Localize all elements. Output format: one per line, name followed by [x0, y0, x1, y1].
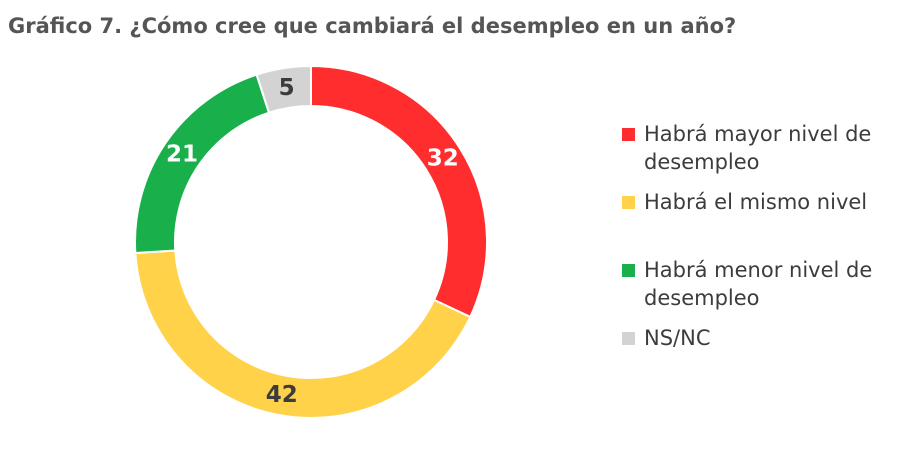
legend-item-mayor: Habrá mayor nivel de desempleo — [622, 120, 900, 176]
slice-label-nsnc: 5 — [279, 75, 295, 101]
slice-label-mismo: 42 — [266, 382, 298, 408]
legend-label-menor: Habrá menor nivel de desempleo — [644, 258, 873, 310]
legend-swatch-menor — [622, 264, 635, 277]
legend-item-mismo: Habrá el mismo nivel — [622, 188, 900, 216]
legend-item-nsnc: NS/NC — [622, 324, 900, 352]
chart-title: Gráfico 7. ¿Cómo cree que cambiará el de… — [8, 14, 737, 38]
legend-item-menor: Habrá menor nivel de desempleo — [622, 256, 900, 312]
slice-label-mayor: 32 — [427, 145, 459, 171]
slice-nsnc — [255, 64, 312, 114]
slice-mayor — [310, 64, 488, 319]
legend-swatch-nsnc — [622, 332, 635, 345]
donut-slice-labels: 32 42 21 5 — [166, 75, 459, 408]
donut-slices — [134, 64, 488, 419]
slice-label-menor: 21 — [166, 141, 198, 167]
legend-label-mismo: Habrá el mismo nivel — [644, 190, 868, 214]
slice-menor — [134, 73, 271, 255]
legend-swatch-mayor — [622, 128, 635, 141]
slice-mismo — [134, 249, 472, 419]
legend-label-mayor: Habrá mayor nivel de desempleo — [644, 122, 872, 174]
legend-label-nsnc: NS/NC — [644, 326, 711, 350]
legend-swatch-mismo — [622, 196, 635, 209]
